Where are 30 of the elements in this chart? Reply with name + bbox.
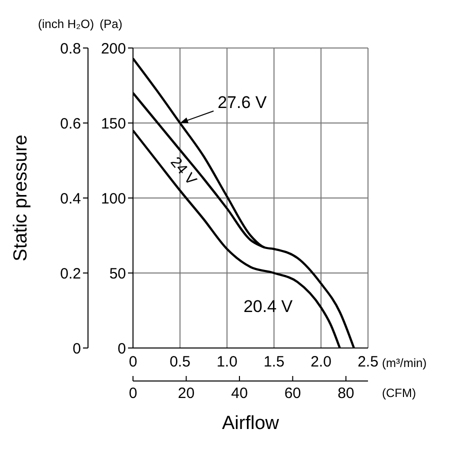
- y2-tick-label: 0: [118, 340, 126, 358]
- y2-tick-label: 200: [100, 40, 126, 58]
- text: 24 V: [166, 154, 200, 188]
- y2-tick-label: 150: [100, 115, 126, 132]
- x-axis-title: Airflow: [222, 413, 280, 434]
- x-tick-label: 1.0: [216, 354, 238, 371]
- y2-tick-label: 100: [100, 190, 126, 208]
- x2-tick-label: 20: [178, 385, 195, 402]
- x-tick-label: 1.5: [264, 354, 284, 371]
- text: (inch H₂O): [38, 17, 94, 31]
- y-axis-title: Static pressure: [10, 134, 32, 262]
- x-tick-label: 0: [128, 354, 138, 371]
- x2-tick-label: 60: [284, 385, 302, 402]
- x2-tick-label: 40: [231, 385, 248, 402]
- y-tick-label: 0.6: [60, 115, 81, 132]
- text: 27.6 V: [218, 93, 268, 112]
- series-label: 20.4 V: [243, 297, 294, 316]
- y-tick-label: 0.4: [60, 190, 81, 208]
- text: (m³/min): [382, 356, 427, 370]
- x-tick-label: 0.5: [170, 354, 190, 371]
- x2-tick-label: 0: [128, 385, 138, 402]
- y-tick-label: 0: [72, 340, 81, 358]
- y2-axis-title: (Pa): [100, 17, 122, 31]
- x2-tick-label: 80: [338, 385, 354, 402]
- y2-tick-label: 50: [109, 265, 126, 282]
- y-tick-label: 0.2: [60, 265, 81, 282]
- y-tick-label: 0.8: [60, 40, 81, 58]
- x-tick-label: 2.5: [358, 354, 378, 371]
- x-tick-label: 2.0: [310, 354, 332, 371]
- x2-axis-title: (CFM): [382, 386, 416, 400]
